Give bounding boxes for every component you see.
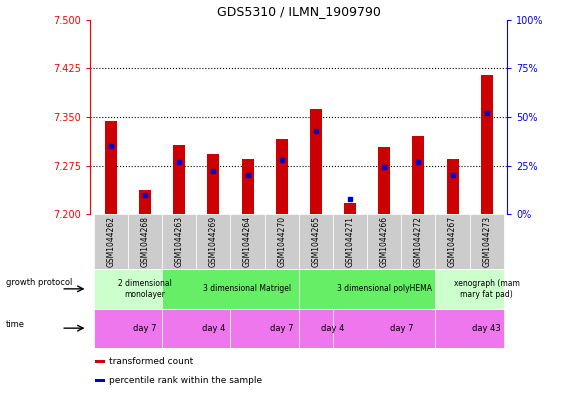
Bar: [333, 214, 367, 269]
Text: transformed count: transformed count: [109, 357, 194, 366]
Bar: [162, 269, 299, 309]
Text: day 43: day 43: [472, 324, 501, 332]
Bar: [94, 379, 105, 382]
Text: GSM1044262: GSM1044262: [106, 216, 115, 267]
Bar: [230, 214, 265, 269]
Text: GSM1044263: GSM1044263: [175, 216, 184, 267]
Bar: [230, 309, 298, 348]
Text: 3 dimensional polyHEMA: 3 dimensional polyHEMA: [337, 285, 431, 293]
Bar: [173, 145, 185, 214]
Text: day 7: day 7: [389, 324, 413, 332]
Text: growth protocol: growth protocol: [6, 279, 72, 287]
Bar: [299, 269, 436, 309]
Bar: [470, 214, 504, 269]
Bar: [162, 214, 196, 269]
Text: day 7: day 7: [270, 324, 293, 332]
Text: GSM1044265: GSM1044265: [311, 216, 321, 267]
Text: GSM1044264: GSM1044264: [243, 216, 252, 267]
Bar: [139, 189, 151, 214]
Bar: [436, 309, 504, 348]
Bar: [447, 159, 458, 214]
Text: xenograph (mam
mary fat pad): xenograph (mam mary fat pad): [454, 279, 519, 299]
Bar: [94, 309, 162, 348]
Text: GSM1044267: GSM1044267: [448, 216, 457, 267]
Bar: [412, 136, 424, 214]
Bar: [94, 214, 128, 269]
Bar: [265, 214, 299, 269]
Text: 2 dimensional
monolayer: 2 dimensional monolayer: [118, 279, 172, 299]
Bar: [367, 214, 401, 269]
Bar: [241, 159, 254, 214]
Text: day 4: day 4: [321, 324, 345, 332]
Bar: [94, 360, 105, 364]
Bar: [299, 214, 333, 269]
Bar: [401, 214, 436, 269]
Text: time: time: [6, 320, 25, 329]
Text: GSM1044271: GSM1044271: [346, 216, 354, 267]
Bar: [94, 269, 162, 309]
Text: GSM1044270: GSM1044270: [277, 216, 286, 267]
Bar: [276, 139, 287, 214]
Bar: [208, 154, 219, 214]
Bar: [299, 309, 333, 348]
Bar: [436, 269, 504, 309]
Text: 3 dimensional Matrigel: 3 dimensional Matrigel: [203, 285, 292, 293]
Bar: [310, 109, 322, 214]
Bar: [333, 309, 436, 348]
Text: GSM1044266: GSM1044266: [380, 216, 389, 267]
Text: GSM1044273: GSM1044273: [482, 216, 491, 267]
Title: GDS5310 / ILMN_1909790: GDS5310 / ILMN_1909790: [217, 6, 381, 18]
Text: day 4: day 4: [202, 324, 225, 332]
Text: GSM1044269: GSM1044269: [209, 216, 218, 267]
Text: percentile rank within the sample: percentile rank within the sample: [109, 376, 262, 386]
Text: GSM1044272: GSM1044272: [414, 216, 423, 267]
Text: GSM1044268: GSM1044268: [141, 216, 149, 267]
Text: day 7: day 7: [134, 324, 157, 332]
Bar: [436, 214, 470, 269]
Bar: [196, 214, 230, 269]
Bar: [105, 121, 117, 214]
Bar: [344, 202, 356, 214]
Bar: [481, 75, 493, 214]
Bar: [378, 147, 390, 214]
Bar: [128, 214, 162, 269]
Bar: [162, 309, 230, 348]
